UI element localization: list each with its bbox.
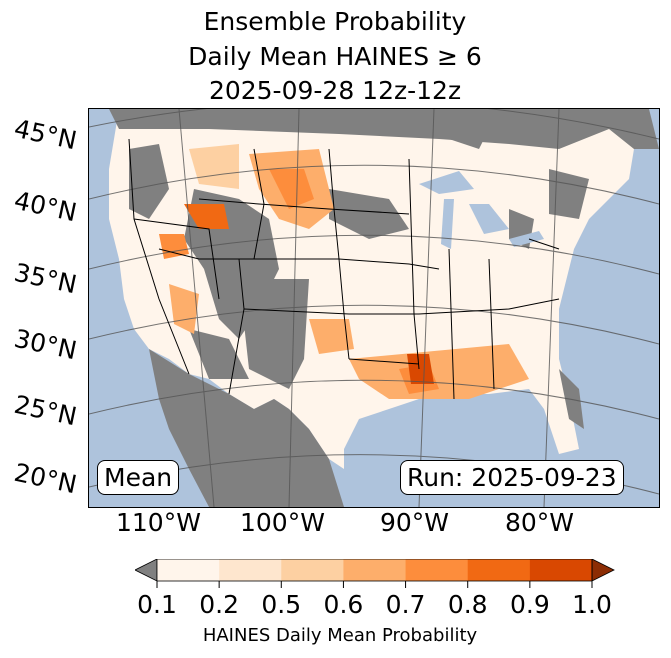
lat-label-35: 35°N — [11, 257, 80, 300]
map-canvas — [88, 100, 660, 508]
lon-label-80: 80°W — [505, 508, 575, 537]
colorbar-tick-label: 0.7 — [385, 590, 426, 619]
lon-label-90: 90°W — [380, 508, 450, 537]
lat-label-20: 20°N — [11, 457, 80, 500]
colorbar — [135, 559, 615, 588]
colorbar-cell — [529, 559, 593, 581]
lat-label-30: 30°N — [11, 323, 80, 366]
lon-label-110: 110°W — [116, 508, 201, 537]
colorbar-cell — [467, 559, 531, 581]
nodata-areas — [129, 109, 589, 429]
colorbar-under-arrow — [135, 559, 158, 582]
title-line-1: Ensemble Probability — [203, 7, 467, 36]
colorbar-tick-label: 0.2 — [199, 590, 240, 619]
colorbar-over-arrow — [591, 559, 615, 582]
colorbar-tick-label: 0.5 — [261, 590, 302, 619]
colorbar-cell — [219, 559, 282, 581]
title-line-3: 2025-09-28 12z-12z — [208, 76, 462, 105]
colorbar-frame — [156, 559, 593, 582]
land-canada — [109, 109, 659, 149]
colorbar-tick-label: 0.9 — [509, 590, 550, 619]
title-line-2: Daily Mean HAINES ≥ 6 — [188, 42, 482, 71]
colorbar-label: HAINES Daily Mean Probability — [202, 625, 478, 646]
colorbar-tick-label: 0.1 — [137, 590, 177, 619]
map-panel — [88, 100, 660, 508]
colorbar-cell — [343, 559, 407, 581]
colorbar-tick-label: 1.0 — [572, 590, 612, 619]
colorbar-tick-label: 0.8 — [447, 590, 488, 619]
great-lakes — [419, 171, 544, 249]
colorbar-cell — [157, 559, 220, 581]
land-mexico — [149, 349, 344, 507]
state-borders — [128, 138, 560, 400]
colorbar-cell — [281, 559, 344, 581]
run-label-box: Run: 2025-09-23 — [400, 460, 624, 495]
colorbar-tick-label: 0.6 — [323, 590, 364, 619]
stat-label-box: Mean — [97, 460, 180, 495]
lat-label-25: 25°N — [11, 389, 80, 432]
lat-label-45: 45°N — [11, 113, 80, 156]
lat-label-40: 40°N — [11, 185, 80, 228]
lon-label-100: 100°W — [240, 508, 325, 537]
colorbar-cell — [405, 559, 469, 581]
